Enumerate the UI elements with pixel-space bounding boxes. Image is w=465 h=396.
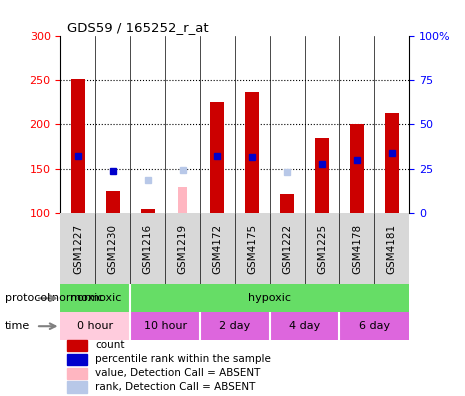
Bar (67, 367, 86, 379)
Bar (106, 191, 120, 213)
Bar (350, 124, 364, 213)
Bar (140, 209, 154, 213)
Bar (71, 79, 85, 213)
Bar (339, 312, 409, 340)
Text: 2 day: 2 day (219, 321, 251, 331)
Text: percentile rank within the sample: percentile rank within the sample (95, 354, 271, 364)
Text: GSM4181: GSM4181 (387, 224, 397, 274)
Text: GSM4178: GSM4178 (352, 224, 362, 274)
Text: 4 day: 4 day (289, 321, 320, 331)
Bar (246, 91, 259, 213)
Text: GSM1219: GSM1219 (178, 224, 187, 274)
Text: 10 hour: 10 hour (144, 321, 186, 331)
Bar (315, 138, 329, 213)
Bar (179, 187, 187, 213)
Text: GSM1230: GSM1230 (108, 224, 118, 274)
Text: GSM1216: GSM1216 (143, 224, 153, 274)
Bar (385, 113, 399, 213)
Text: time: time (5, 321, 30, 331)
Text: hypoxic: hypoxic (248, 293, 291, 303)
Bar (280, 194, 294, 213)
Text: normoxic: normoxic (70, 293, 121, 303)
Text: protocol: protocol (5, 293, 50, 303)
Bar (67, 381, 86, 393)
Text: count: count (95, 340, 125, 350)
Text: GSM4175: GSM4175 (247, 224, 257, 274)
Text: value, Detection Call = ABSENT: value, Detection Call = ABSENT (95, 368, 261, 378)
Bar (130, 312, 200, 340)
Bar (67, 340, 86, 351)
Bar (210, 102, 225, 213)
Text: GDS59 / 165252_r_at: GDS59 / 165252_r_at (67, 21, 209, 34)
Text: GSM1227: GSM1227 (73, 224, 83, 274)
Text: 0 hour: 0 hour (77, 321, 113, 331)
Bar (60, 312, 130, 340)
Bar (67, 354, 86, 365)
Text: normoxic: normoxic (52, 293, 104, 303)
Bar (270, 312, 339, 340)
Text: GSM1225: GSM1225 (317, 224, 327, 274)
Text: 6 day: 6 day (359, 321, 390, 331)
Text: rank, Detection Call = ABSENT: rank, Detection Call = ABSENT (95, 382, 256, 392)
Bar (200, 312, 270, 340)
Text: GSM1222: GSM1222 (282, 224, 292, 274)
Text: GSM4172: GSM4172 (213, 224, 222, 274)
